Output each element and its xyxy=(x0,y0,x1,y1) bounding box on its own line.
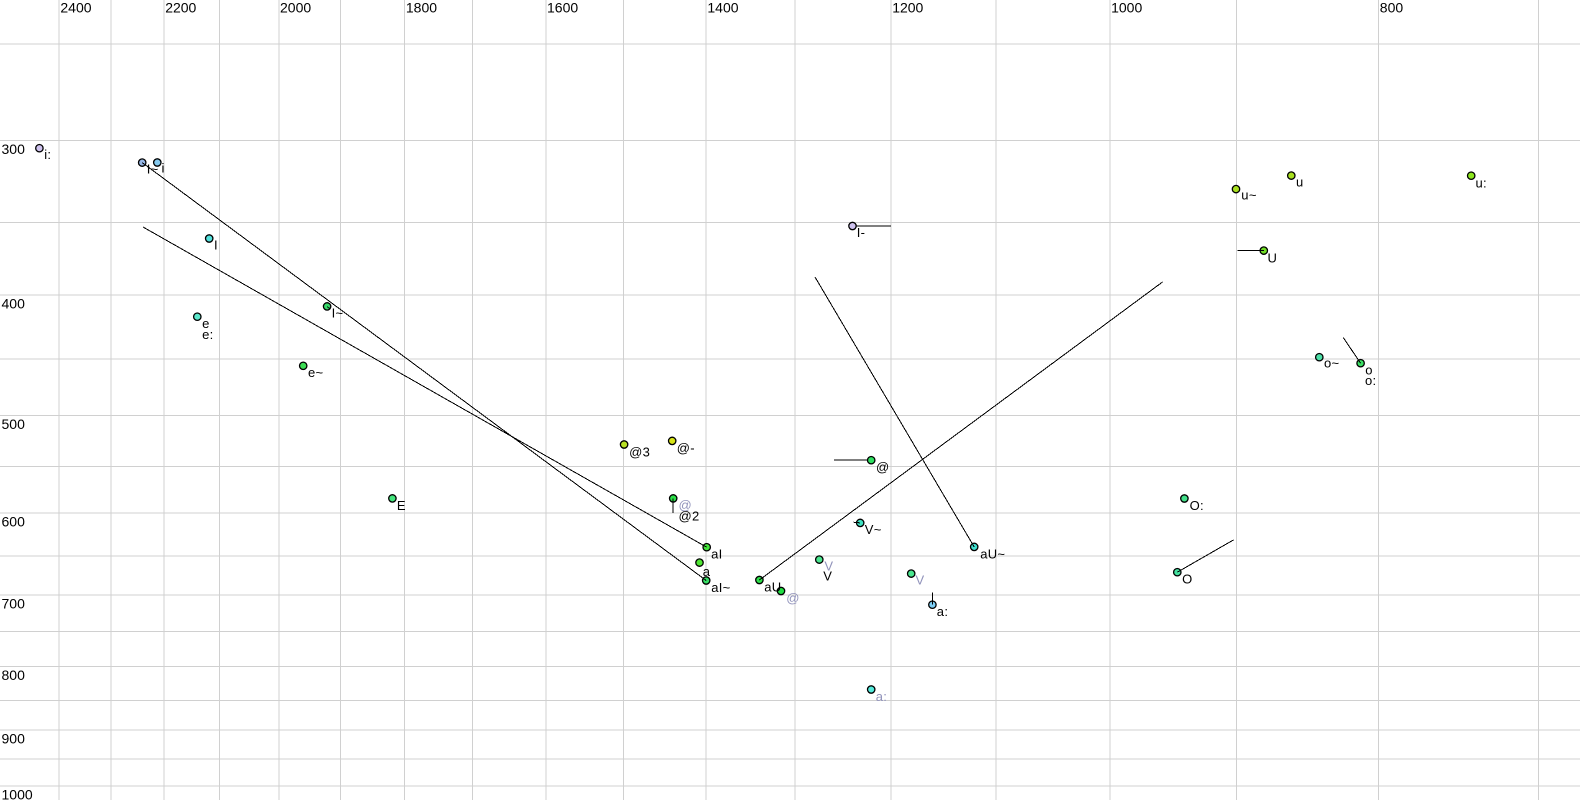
svg-text:2000: 2000 xyxy=(280,0,311,15)
svg-text:V~: V~ xyxy=(865,522,882,537)
svg-text:e~: e~ xyxy=(308,365,324,380)
svg-text:@: @ xyxy=(876,460,890,475)
svg-text:@3: @3 xyxy=(629,444,650,459)
svg-text:u: u xyxy=(1296,175,1304,190)
svg-text:1000: 1000 xyxy=(1111,0,1142,15)
svg-text:i:: i: xyxy=(44,147,51,162)
svg-text:700: 700 xyxy=(2,595,26,611)
svg-text:900: 900 xyxy=(2,730,26,746)
svg-text:@: @ xyxy=(679,498,693,513)
svg-text:@: @ xyxy=(786,591,800,606)
svg-text:I~: I~ xyxy=(147,162,159,177)
svg-text:e: e xyxy=(202,316,210,331)
svg-text:E: E xyxy=(397,498,406,513)
svg-text:I: I xyxy=(214,238,218,253)
svg-text:U: U xyxy=(1268,251,1278,266)
svg-text:V: V xyxy=(823,569,832,584)
svg-text:@2: @2 xyxy=(679,508,700,523)
svg-text:500: 500 xyxy=(2,416,26,432)
svg-text:e:: e: xyxy=(202,327,213,342)
svg-text:I-: I- xyxy=(857,225,866,240)
svg-text:a:: a: xyxy=(937,604,948,619)
svg-text:1200: 1200 xyxy=(892,0,923,15)
svg-text:aI~: aI~ xyxy=(711,580,730,595)
svg-text:a: a xyxy=(703,564,711,579)
svg-text:O: O xyxy=(1182,571,1192,586)
svg-text:2200: 2200 xyxy=(165,0,196,15)
svg-text:aI: aI xyxy=(711,547,722,562)
svg-text:1400: 1400 xyxy=(707,0,738,15)
svg-text:i: i xyxy=(162,161,165,176)
svg-text:o~: o~ xyxy=(1324,356,1340,371)
svg-text:1600: 1600 xyxy=(547,0,578,15)
svg-text:600: 600 xyxy=(2,513,26,529)
svg-text:o: o xyxy=(1365,362,1373,377)
svg-text:u~: u~ xyxy=(1241,188,1257,203)
svg-text:O:: O: xyxy=(1190,498,1204,513)
svg-text:V: V xyxy=(824,558,833,573)
svg-text:2400: 2400 xyxy=(60,0,91,15)
svg-text:1000: 1000 xyxy=(2,787,33,800)
svg-text:300: 300 xyxy=(2,141,26,157)
svg-text:u:: u: xyxy=(1476,176,1487,191)
svg-text:V: V xyxy=(916,572,925,587)
svg-text:a:: a: xyxy=(876,689,887,704)
svg-text:I~: I~ xyxy=(332,305,344,320)
svg-text:1800: 1800 xyxy=(406,0,437,15)
svg-text:o:: o: xyxy=(1365,373,1376,388)
svg-text:aU~: aU~ xyxy=(980,547,1005,562)
svg-text:@-: @- xyxy=(677,441,695,456)
svg-text:800: 800 xyxy=(1380,0,1404,15)
svg-text:400: 400 xyxy=(2,295,26,311)
svg-text:800: 800 xyxy=(2,667,26,683)
svg-text:aU: aU xyxy=(764,580,781,595)
